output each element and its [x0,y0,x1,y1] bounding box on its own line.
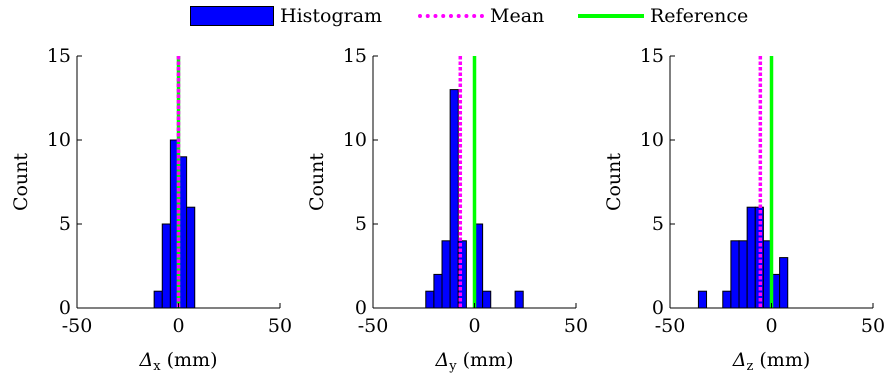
bars [153,139,196,309]
x-axis-label: Δx (mm) [139,349,218,374]
reference-swatch [578,14,644,18]
y-tick-label: 0 [652,297,664,319]
y-axis-label: Count [603,153,625,211]
histogram-bar [441,240,451,309]
histogram-bar [697,290,708,309]
x-tick-label: 50 [861,315,885,337]
x-tick-label: -50 [358,315,389,337]
y-axis-label: Count [10,153,32,211]
histogram-bar [746,206,756,309]
histogram-bar [433,273,443,309]
bars [697,206,789,309]
x-axis-label-subscript: z [746,359,753,374]
histogram-bar [514,290,524,309]
y-tick-label: 10 [640,129,664,151]
histogram-bar [722,290,732,309]
y-tick-label: 5 [59,213,71,235]
x-axis-label-subscript: x [153,359,161,374]
y-tick-label: 10 [47,129,71,151]
mean-swatch [418,14,484,18]
histogram-bar [482,290,492,309]
legend-item-mean: Mean [418,3,544,29]
x-axis-label-subscript: y [448,359,457,374]
x-tick-label: 50 [564,315,588,337]
histogram-bar [186,206,196,309]
x-axis-label-unit: (mm) [161,349,218,371]
x-tick-label: 0 [468,315,480,337]
legend-item-reference: Reference [578,3,748,29]
histogram-bar [779,257,789,309]
legend-label-mean: Mean [490,5,545,27]
y-tick-label: 15 [47,45,71,67]
x-tick-label: 50 [268,315,292,337]
x-tick-label: 0 [765,315,777,337]
histogram-bar [730,240,740,309]
x-axis-label: Δy (mm) [435,349,514,374]
y-tick-label: 5 [652,213,664,235]
histogram-bar [449,89,459,309]
x-tick-label: 0 [172,315,184,337]
x-axis-label-symbol: Δ [139,349,154,371]
y-tick-label: 0 [355,297,367,319]
y-tick-label: 10 [343,129,367,151]
x-axis-label-unit: (mm) [457,349,514,371]
histogram-bar [738,240,748,309]
histogram-swatch [190,6,274,26]
x-axis-label-symbol: Δ [732,349,747,371]
legend: Histogram Mean Reference [0,0,886,34]
legend-label-histogram: Histogram [280,5,383,27]
y-tick-label: 15 [343,45,367,67]
y-tick-label: 0 [59,297,71,319]
x-axis-label-symbol: Δ [435,349,450,371]
histogram-bar [153,290,163,309]
x-tick-label: -50 [655,315,686,337]
bars [425,89,524,309]
y-tick-label: 5 [355,213,367,235]
x-axis-label: Δz (mm) [732,349,811,374]
histogram-bar [425,290,435,309]
x-axis-label-unit: (mm) [753,349,810,371]
legend-label-reference: Reference [650,5,749,27]
y-axis-label: Count [306,153,328,211]
y-tick-label: 15 [640,45,664,67]
histogram-bar [161,223,171,309]
x-tick-label: -50 [62,315,93,337]
legend-item-histogram: Histogram [190,3,382,29]
